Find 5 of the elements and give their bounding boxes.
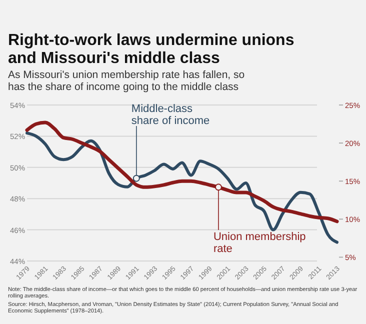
text: Middle-class share of income — [131, 103, 210, 127]
chart-title: Right-to-work laws undermine unions and Missouri's middle class — [8, 32, 294, 67]
line-series — [26, 132, 338, 244]
series-label: Union membership rate — [213, 231, 306, 255]
chart-subtitle: As Missouri's union membership rate has fallen, so has the share of income going to the middle class — [8, 69, 245, 93]
